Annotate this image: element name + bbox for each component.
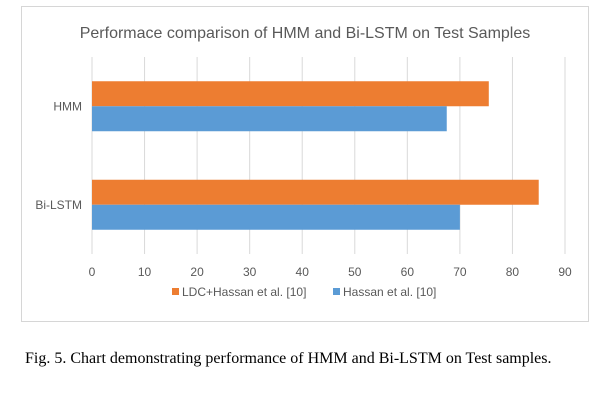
x-tick-label-0: 0	[89, 265, 96, 279]
x-axis-ticks: 0 10 20 30 40 50 60 70 80 90	[89, 265, 572, 279]
y-axis-categories: HMM Bi-LSTM	[35, 99, 82, 212]
bar-bi-lstm-series-1	[92, 204, 460, 230]
category-label-hmm: HMM	[53, 99, 82, 113]
bar-chart: Performace comparison of HMM and Bi-LSTM…	[35, 25, 572, 299]
x-tick-label-80: 80	[506, 265, 520, 279]
legend-swatch-0	[172, 288, 179, 295]
x-tick-label-20: 20	[190, 265, 204, 279]
bars	[92, 81, 539, 230]
bar-bi-lstm-series-0	[92, 179, 539, 205]
x-tick-label-90: 90	[558, 265, 572, 279]
x-tick-label-10: 10	[138, 265, 152, 279]
legend-swatch-1	[333, 288, 340, 295]
x-tick-label-50: 50	[348, 265, 362, 279]
chart-frame: Performace comparison of HMM and Bi-LSTM…	[21, 6, 589, 322]
bar-hmm-series-1	[92, 106, 447, 132]
chart-title: Performace comparison of HMM and Bi-LSTM…	[80, 25, 531, 42]
x-tick-label-60: 60	[401, 265, 415, 279]
x-tick-label-70: 70	[453, 265, 467, 279]
x-tick-label-30: 30	[243, 265, 257, 279]
legend-label-1: Hassan et al. [10]	[343, 285, 436, 299]
figure-caption: Fig. 5. Chart demonstrating performance …	[25, 350, 552, 367]
legend: LDC+Hassan et al. [10] Hassan et al. [10]	[172, 285, 436, 299]
category-label-bi-lstm: Bi-LSTM	[35, 198, 82, 212]
legend-label-0: LDC+Hassan et al. [10]	[182, 285, 306, 299]
bar-hmm-series-0	[92, 81, 489, 107]
x-tick-label-40: 40	[296, 265, 310, 279]
